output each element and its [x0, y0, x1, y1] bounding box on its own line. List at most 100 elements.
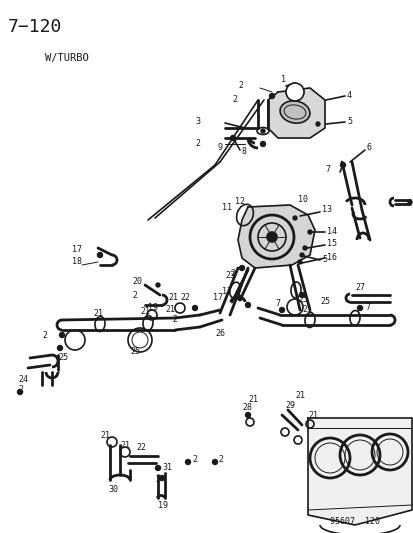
Text: 17: 17 — [212, 294, 223, 303]
Text: 2: 2 — [218, 456, 223, 464]
Text: 4: 4 — [346, 92, 351, 101]
Text: 1: 1 — [280, 76, 285, 85]
Text: 21: 21 — [247, 395, 257, 405]
Text: 22: 22 — [136, 443, 146, 453]
Circle shape — [192, 305, 197, 311]
Text: 2: 2 — [192, 456, 197, 464]
Text: 27: 27 — [354, 284, 364, 293]
Text: 17: 17 — [72, 246, 82, 254]
Circle shape — [266, 232, 276, 242]
Text: 19: 19 — [158, 500, 168, 510]
Text: 30: 30 — [108, 486, 118, 495]
Text: 26: 26 — [214, 328, 224, 337]
Text: 2: 2 — [230, 270, 235, 279]
Polygon shape — [267, 88, 324, 138]
Circle shape — [279, 308, 284, 312]
Text: 2: 2 — [195, 140, 199, 149]
Ellipse shape — [280, 101, 309, 123]
Text: 2: 2 — [171, 316, 177, 325]
Text: 7: 7 — [412, 191, 413, 200]
Circle shape — [260, 141, 265, 147]
Text: 18: 18 — [72, 257, 82, 266]
Polygon shape — [237, 205, 314, 268]
Text: 2: 2 — [42, 330, 47, 340]
Text: 20: 20 — [132, 278, 142, 287]
Text: 6: 6 — [366, 143, 371, 152]
Text: 7: 7 — [364, 303, 369, 312]
Text: 21: 21 — [294, 391, 304, 400]
Circle shape — [339, 163, 345, 167]
Text: 25: 25 — [319, 297, 329, 306]
Text: 21: 21 — [165, 305, 175, 314]
Text: 7−120: 7−120 — [8, 18, 62, 36]
Text: 7: 7 — [274, 298, 279, 308]
Circle shape — [302, 246, 306, 250]
Text: 22: 22 — [180, 294, 190, 303]
Text: 2: 2 — [235, 292, 240, 301]
Text: 11: 11 — [221, 204, 231, 213]
Text: 25: 25 — [297, 295, 307, 304]
Text: 10: 10 — [297, 196, 307, 205]
Circle shape — [237, 295, 242, 301]
Text: 25: 25 — [130, 348, 140, 357]
Text: 21: 21 — [168, 294, 178, 303]
Text: 31: 31 — [161, 464, 171, 472]
Circle shape — [407, 200, 411, 204]
Text: 13: 13 — [321, 206, 331, 214]
Circle shape — [297, 260, 301, 264]
Circle shape — [97, 253, 102, 257]
Text: 2: 2 — [18, 385, 23, 394]
Circle shape — [57, 345, 62, 351]
Circle shape — [260, 129, 264, 133]
Text: 21: 21 — [93, 309, 103, 318]
Text: 7: 7 — [324, 166, 329, 174]
Text: 9: 9 — [218, 143, 223, 152]
Circle shape — [292, 216, 296, 220]
Circle shape — [185, 459, 190, 464]
Text: 21: 21 — [301, 304, 311, 313]
Circle shape — [315, 122, 319, 126]
Circle shape — [212, 459, 217, 464]
Text: 2: 2 — [231, 95, 236, 104]
Circle shape — [299, 253, 303, 257]
Text: 12: 12 — [235, 198, 244, 206]
Text: 14: 14 — [326, 228, 336, 237]
Text: 23: 23 — [224, 271, 235, 279]
Text: 16: 16 — [326, 254, 336, 262]
Text: 24: 24 — [18, 376, 28, 384]
Circle shape — [357, 305, 362, 311]
Circle shape — [230, 135, 235, 141]
Text: 15: 15 — [326, 239, 336, 248]
Circle shape — [59, 333, 64, 337]
Text: 3: 3 — [195, 117, 199, 126]
Circle shape — [239, 265, 244, 271]
Circle shape — [17, 390, 22, 394]
Text: 2: 2 — [132, 290, 137, 300]
Text: 2: 2 — [237, 82, 242, 91]
Circle shape — [299, 293, 304, 297]
Circle shape — [245, 413, 250, 417]
Text: 5: 5 — [321, 255, 326, 264]
Circle shape — [245, 303, 250, 308]
Text: 19: 19 — [147, 303, 158, 311]
Circle shape — [159, 475, 164, 481]
Text: 95607  120: 95607 120 — [329, 518, 379, 527]
Circle shape — [285, 83, 303, 101]
Text: 2: 2 — [154, 475, 159, 484]
Circle shape — [155, 465, 160, 471]
Text: 21: 21 — [100, 431, 110, 440]
Text: W/TURBO: W/TURBO — [45, 53, 88, 63]
Text: 8: 8 — [242, 148, 247, 157]
Text: 21: 21 — [120, 440, 130, 449]
Text: 17: 17 — [221, 287, 231, 296]
Text: 21: 21 — [140, 306, 150, 316]
Text: 28: 28 — [242, 403, 252, 413]
Circle shape — [307, 230, 311, 234]
Text: 21: 21 — [307, 410, 317, 419]
Circle shape — [156, 283, 159, 287]
Text: 29: 29 — [284, 400, 294, 409]
Polygon shape — [307, 418, 411, 525]
Text: 25: 25 — [58, 352, 68, 361]
Circle shape — [269, 93, 274, 99]
Text: 5: 5 — [346, 117, 351, 126]
